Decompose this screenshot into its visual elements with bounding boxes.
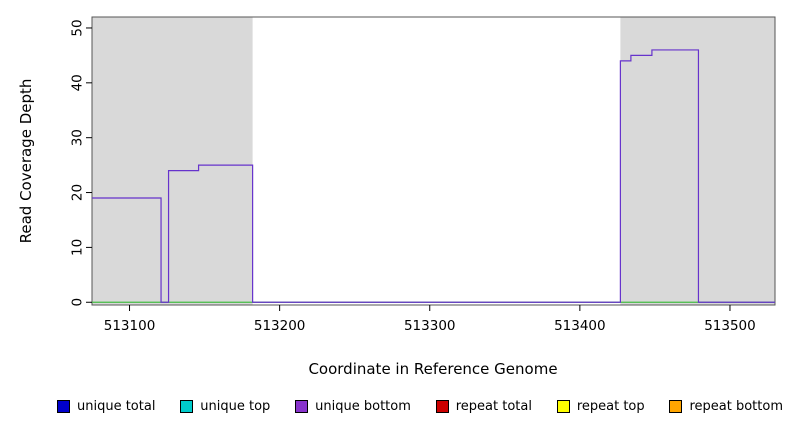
legend-label: repeat total [455, 399, 532, 414]
shaded-region [620, 17, 775, 305]
x-tick-label: 513400 [554, 318, 606, 334]
x-tick-label: 513200 [254, 318, 306, 334]
y-tick-label: 20 [69, 184, 85, 201]
legend-item-unique-total: unique total [57, 399, 155, 414]
legend-label: unique top [200, 399, 271, 414]
legend: unique total unique top unique bottom repea… [57, 399, 783, 414]
legend-item-repeat-bottom: repeat bottom [669, 399, 783, 414]
y-tick-label: 0 [69, 298, 85, 307]
y-axis-title: Read Coverage Depth [17, 79, 35, 244]
series-line [92, 49, 775, 303]
legend-swatch-repeat-top [556, 400, 570, 413]
x-tick-label: 513500 [704, 318, 756, 334]
legend-item-repeat-top: repeat top [556, 399, 645, 414]
y-tick-label: 50 [69, 19, 85, 36]
legend-label: repeat bottom [689, 399, 783, 414]
legend-item-repeat-total: repeat total [435, 399, 532, 414]
y-tick-label: 40 [69, 74, 85, 91]
legend-swatch-repeat-total [435, 400, 449, 413]
x-tick-label: 513300 [404, 318, 456, 334]
legend-item-unique-top: unique top [180, 399, 270, 414]
y-tick-label: 30 [69, 129, 85, 146]
x-tick-label: 513100 [104, 318, 156, 334]
x-axis-title: Coordinate in Reference Genome [308, 360, 557, 378]
legend-item-unique-bottom: unique bottom [295, 399, 411, 414]
legend-swatch-unique-bottom [295, 400, 309, 413]
y-tick-label: 10 [69, 239, 85, 256]
legend-swatch-unique-top [180, 400, 194, 413]
shaded-region [92, 17, 253, 305]
legend-swatch-unique-total [57, 400, 70, 413]
legend-label: unique bottom [315, 399, 411, 414]
legend-swatch-repeat-bottom [669, 400, 683, 413]
chart-layer: 513100 513200 513300 513400 513500 0 10 20 30 40 5… [69, 16, 776, 334]
plot-box [91, 16, 776, 306]
legend-label: repeat top [576, 399, 645, 414]
legend-label: unique total [77, 399, 156, 414]
